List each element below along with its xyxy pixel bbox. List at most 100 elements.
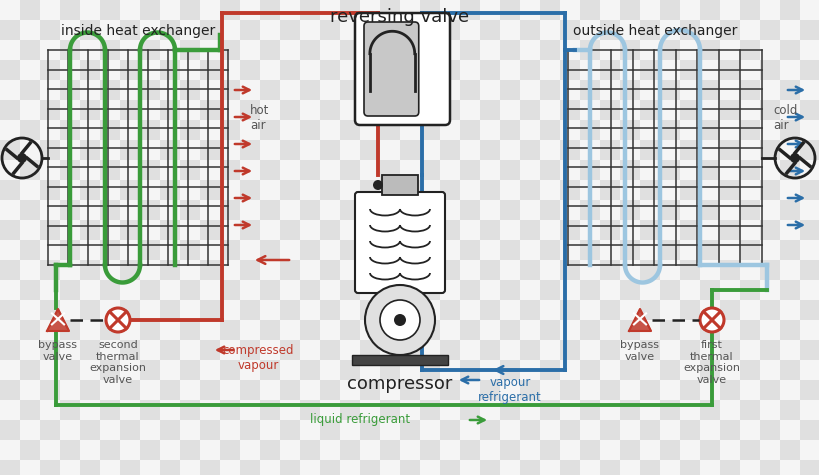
Bar <box>340 320 360 340</box>
Bar <box>379 300 400 320</box>
Bar <box>739 60 759 80</box>
Bar <box>419 0 440 20</box>
Bar <box>500 40 519 60</box>
Bar <box>260 460 279 475</box>
Bar <box>140 0 160 20</box>
Bar <box>0 80 20 100</box>
Bar <box>219 400 240 420</box>
Bar <box>799 400 819 420</box>
Bar <box>360 240 379 260</box>
Bar <box>279 400 300 420</box>
Bar <box>80 420 100 440</box>
Bar <box>40 100 60 120</box>
Bar <box>519 420 540 440</box>
Bar <box>579 240 600 260</box>
Text: compressed
vapour: compressed vapour <box>222 344 293 372</box>
Bar <box>160 120 180 140</box>
Bar <box>779 280 799 300</box>
Bar <box>479 140 500 160</box>
Bar <box>739 0 759 20</box>
Bar <box>679 20 699 40</box>
Bar <box>739 160 759 180</box>
Bar <box>100 460 120 475</box>
Bar <box>440 20 459 40</box>
Bar <box>0 100 20 120</box>
Bar <box>279 340 300 360</box>
Bar <box>360 120 379 140</box>
Bar <box>0 360 20 380</box>
Bar <box>540 60 559 80</box>
Bar <box>360 180 379 200</box>
Bar <box>459 0 479 20</box>
Bar <box>600 420 619 440</box>
Bar <box>779 40 799 60</box>
Bar <box>319 360 340 380</box>
Bar <box>479 180 500 200</box>
Bar <box>360 20 379 40</box>
Bar <box>20 300 40 320</box>
Bar <box>600 340 619 360</box>
Bar <box>300 40 319 60</box>
Bar <box>639 200 659 220</box>
Bar <box>500 380 519 400</box>
Bar <box>100 280 120 300</box>
Bar <box>540 120 559 140</box>
Bar <box>240 340 260 360</box>
Bar <box>479 80 500 100</box>
Bar <box>80 80 100 100</box>
Bar <box>540 360 559 380</box>
Bar <box>279 120 300 140</box>
Bar <box>260 160 279 180</box>
Bar <box>360 60 379 80</box>
Bar <box>80 320 100 340</box>
Bar <box>459 80 479 100</box>
Bar <box>340 440 360 460</box>
Bar <box>300 60 319 80</box>
Bar <box>799 180 819 200</box>
Bar <box>639 360 659 380</box>
Bar <box>719 120 739 140</box>
Bar <box>219 240 240 260</box>
Bar <box>500 200 519 220</box>
Bar <box>80 100 100 120</box>
Bar <box>600 320 619 340</box>
Bar <box>799 360 819 380</box>
Bar <box>619 260 639 280</box>
Bar <box>200 40 219 60</box>
Bar <box>799 320 819 340</box>
Bar <box>260 40 279 60</box>
Bar <box>459 460 479 475</box>
Bar <box>639 120 659 140</box>
Bar <box>779 400 799 420</box>
Bar <box>639 0 659 20</box>
Bar <box>0 220 20 240</box>
Bar <box>759 100 779 120</box>
Bar <box>400 280 419 300</box>
Bar <box>140 140 160 160</box>
Bar <box>160 220 180 240</box>
Bar <box>759 160 779 180</box>
Bar <box>360 380 379 400</box>
Bar <box>20 40 40 60</box>
Bar <box>360 260 379 280</box>
Bar <box>479 120 500 140</box>
Bar <box>20 460 40 475</box>
Bar <box>180 440 200 460</box>
Bar <box>540 420 559 440</box>
Bar <box>360 200 379 220</box>
Bar <box>140 180 160 200</box>
Bar <box>779 340 799 360</box>
FancyBboxPatch shape <box>355 13 450 125</box>
Bar <box>699 220 719 240</box>
Bar <box>219 100 240 120</box>
Bar <box>160 460 180 475</box>
Bar <box>679 220 699 240</box>
Bar <box>659 460 679 475</box>
Bar <box>419 160 440 180</box>
Bar <box>639 240 659 260</box>
Bar <box>479 40 500 60</box>
Bar <box>160 140 180 160</box>
Bar <box>80 240 100 260</box>
Bar <box>360 0 379 20</box>
Bar <box>679 280 699 300</box>
